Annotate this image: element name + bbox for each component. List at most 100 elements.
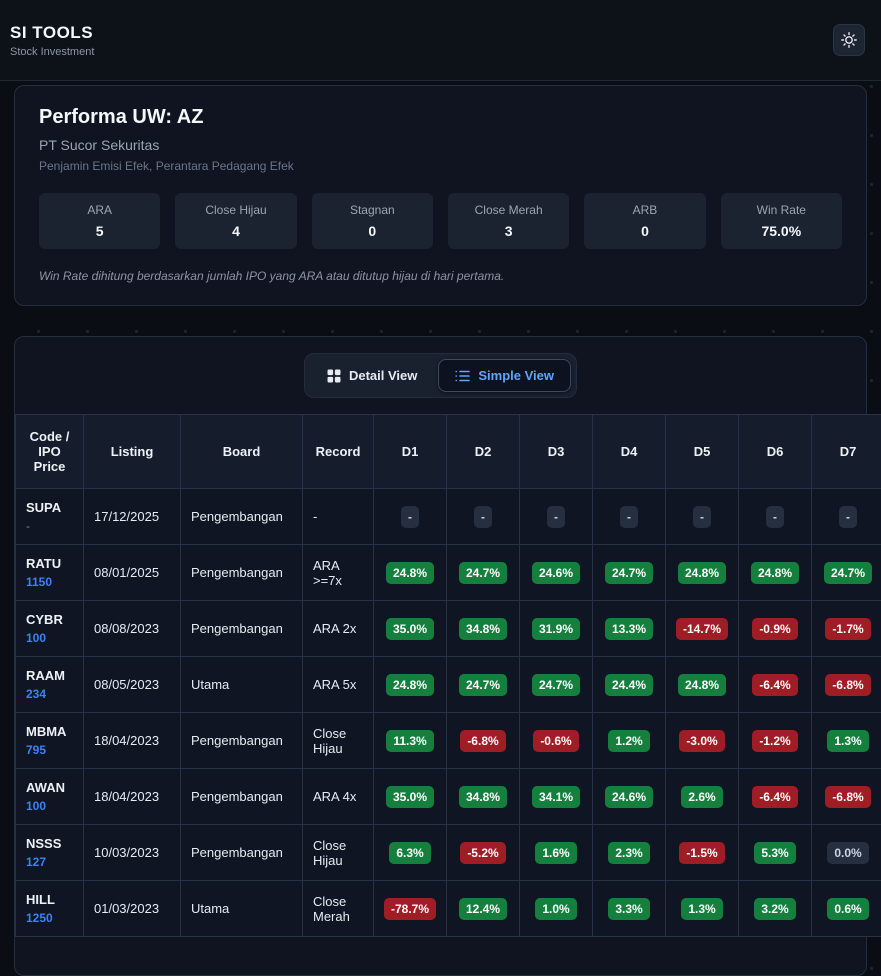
day-return-cell-d4: 2.3% xyxy=(593,825,666,881)
day-return-badge: - xyxy=(693,506,711,528)
day-return-badge: 1.3% xyxy=(681,898,722,920)
stock-code: RATU xyxy=(26,556,73,571)
simple-view-button[interactable]: Simple View xyxy=(438,359,571,392)
board-cell: Pengembangan xyxy=(181,713,303,769)
day-return-cell-d4: - xyxy=(593,489,666,545)
stock-code: NSSS xyxy=(26,836,73,851)
day-return-cell-d7: -1.7% xyxy=(812,601,881,657)
day-return-cell-d5: - xyxy=(666,489,739,545)
detail-view-button[interactable]: Detail View xyxy=(310,359,434,392)
day-return-badge: -6.4% xyxy=(752,786,797,808)
day-return-badge: - xyxy=(474,506,492,528)
day-return-badge: - xyxy=(620,506,638,528)
board-cell: Pengembangan xyxy=(181,825,303,881)
day-return-cell-d5: -14.7% xyxy=(666,601,739,657)
listing-date-cell: 10/03/2023 xyxy=(84,825,181,881)
day-return-badge: -6.8% xyxy=(460,730,505,752)
stock-code: CYBR xyxy=(26,612,73,627)
day-return-badge: 34.8% xyxy=(459,618,507,640)
day-return-badge: -1.7% xyxy=(825,618,870,640)
day-return-badge: 5.3% xyxy=(754,842,795,864)
stat-label: Win Rate xyxy=(725,203,838,217)
day-return-badge: 24.7% xyxy=(605,562,653,584)
day-return-cell-d6: 3.2% xyxy=(739,881,812,937)
company-name: PT Sucor Sekuritas xyxy=(39,137,842,153)
day-return-badge: - xyxy=(766,506,784,528)
day-return-cell-d6: -6.4% xyxy=(739,657,812,713)
day-return-cell-d4: 13.3% xyxy=(593,601,666,657)
column-header-c0: Code / IPO Price xyxy=(16,415,84,489)
day-return-badge: -0.6% xyxy=(533,730,578,752)
stat-ara: ARA 5 xyxy=(39,193,160,249)
listing-date-cell: 01/03/2023 xyxy=(84,881,181,937)
column-header-d7: D7 xyxy=(812,415,881,489)
simple-view-label: Simple View xyxy=(478,368,554,383)
view-toggle-group: Detail View xyxy=(304,353,577,398)
column-header-c1: Listing xyxy=(84,415,181,489)
day-return-badge: 3.2% xyxy=(754,898,795,920)
day-return-cell-d3: 34.1% xyxy=(520,769,593,825)
day-return-cell-d6: -6.4% xyxy=(739,769,812,825)
day-return-cell-d7: 0.6% xyxy=(812,881,881,937)
day-return-badge: -5.2% xyxy=(460,842,505,864)
column-header-d1: D1 xyxy=(374,415,447,489)
day-return-badge: 2.6% xyxy=(681,786,722,808)
stat-label: ARA xyxy=(43,203,156,217)
day-return-badge: -6.4% xyxy=(752,674,797,696)
column-header-d3: D3 xyxy=(520,415,593,489)
board-cell: Pengembangan xyxy=(181,489,303,545)
day-return-cell-d6: 24.8% xyxy=(739,545,812,601)
stat-value: 0 xyxy=(316,223,429,239)
day-return-badge: 1.3% xyxy=(827,730,868,752)
detail-view-label: Detail View xyxy=(349,368,417,383)
day-return-cell-d7: - xyxy=(812,489,881,545)
ipo-price: 100 xyxy=(26,631,73,645)
record-cell: ARA >=7x xyxy=(303,545,374,601)
record-cell: Close Merah xyxy=(303,881,374,937)
board-cell: Pengembangan xyxy=(181,601,303,657)
day-return-cell-d7: -6.8% xyxy=(812,769,881,825)
record-cell: Close Hijau xyxy=(303,825,374,881)
day-return-badge: 24.8% xyxy=(751,562,799,584)
ipo-price: 100 xyxy=(26,799,73,813)
column-header-d2: D2 xyxy=(447,415,520,489)
day-return-cell-d7: 24.7% xyxy=(812,545,881,601)
listing-date-cell: 08/05/2023 xyxy=(84,657,181,713)
day-return-badge: 35.0% xyxy=(386,618,434,640)
day-return-badge: 31.9% xyxy=(532,618,580,640)
app-bar: SI TOOLS Stock Investment xyxy=(0,0,881,81)
day-return-cell-d3: 24.7% xyxy=(520,657,593,713)
day-return-badge: 24.6% xyxy=(605,786,653,808)
day-return-badge: 11.3% xyxy=(386,730,433,752)
stock-code: AWAN xyxy=(26,780,73,795)
day-return-cell-d7: 1.3% xyxy=(812,713,881,769)
day-return-cell-d6: - xyxy=(739,489,812,545)
stat-value: 5 xyxy=(43,223,156,239)
day-return-cell-d5: -1.5% xyxy=(666,825,739,881)
day-return-badge: 2.3% xyxy=(608,842,649,864)
day-return-cell-d2: 34.8% xyxy=(447,601,520,657)
board-cell: Pengembangan xyxy=(181,769,303,825)
ipo-price: 234 xyxy=(26,687,73,701)
day-return-badge: 24.6% xyxy=(532,562,580,584)
day-return-badge: -14.7% xyxy=(676,618,728,640)
day-return-badge: 24.7% xyxy=(459,674,507,696)
day-return-cell-d4: 24.7% xyxy=(593,545,666,601)
performance-card: Performa UW: AZ PT Sucor Sekuritas Penja… xyxy=(14,85,867,306)
stat-value: 0 xyxy=(588,223,701,239)
stock-code: MBMA xyxy=(26,724,73,739)
day-return-cell-d6: -1.2% xyxy=(739,713,812,769)
day-return-badge: 13.3% xyxy=(605,618,653,640)
record-cell: ARA 5x xyxy=(303,657,374,713)
board-cell: Utama xyxy=(181,657,303,713)
day-return-cell-d5: 2.6% xyxy=(666,769,739,825)
theme-toggle-button[interactable] xyxy=(833,24,865,56)
